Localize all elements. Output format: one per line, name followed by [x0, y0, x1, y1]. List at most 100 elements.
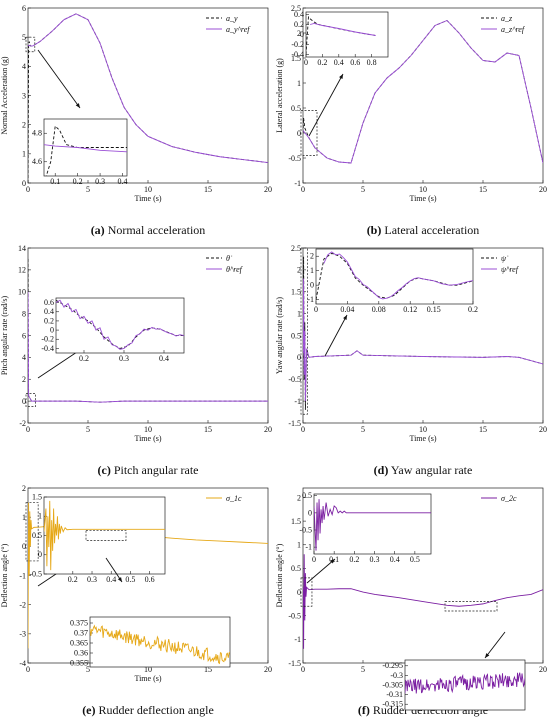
- panel-f-ytick-label-6: 1.5: [291, 517, 301, 526]
- panel-f-ytick-label-3: 0: [297, 588, 301, 597]
- panel-a-xtick-label-2: 10: [144, 185, 152, 194]
- panel-d-inset1-ytick-label-1: 0: [310, 281, 314, 290]
- panel-f-caption-letter: (f): [358, 703, 370, 717]
- panel-c-xlabel: Time (s): [134, 434, 161, 443]
- panel-b-inset1-ytick-label-3: 0.2: [294, 20, 304, 29]
- panel-e-ytick-label-2: -2: [19, 600, 26, 609]
- panel-e-inset2-source-box: [85, 529, 127, 541]
- panel-a-ylabel: Normal Acceleration (g): [0, 56, 9, 135]
- panel-f-ytick-label-0: -1.5: [288, 659, 301, 668]
- panel-f-xtick-label-0: 0: [301, 665, 305, 674]
- panel-c-inset1-ytick-label-1: -0.2: [41, 335, 54, 344]
- panel-b-ytick-label-4: 1: [297, 79, 301, 88]
- panel-f-inset1-ytick-label-1: -0.5: [299, 525, 312, 534]
- panel-b-ytick-label-0: -1: [294, 179, 301, 188]
- panel-f-inset2-ytick-label-3: -0.3: [390, 671, 403, 680]
- panel-d-inset1-series-1: [323, 251, 473, 300]
- panel-d-xtick-label-3: 15: [479, 425, 487, 434]
- panel-b-ytick-label-6: 2: [297, 29, 301, 38]
- panel-a-xtick-label-3: 15: [204, 185, 212, 194]
- panel-c-ytick-label-7: 12: [18, 266, 26, 275]
- panel-d-ylabel: Yaw angular rate (rad/s): [275, 297, 284, 374]
- panel-a-ytick-label-3: 3: [22, 91, 26, 100]
- panel-d-ytick-label-1: -1: [294, 397, 301, 406]
- panel-d-inset1-xtick-label-4: 0.15: [427, 305, 441, 314]
- panel-a-inset1: 0.1 0.2 0.3 0.4 4.6 4.8: [32, 118, 128, 186]
- panel-d-inset1-xtick-label-3: 0.12: [403, 305, 417, 314]
- panel-e-ytick-label-0: -4: [19, 659, 26, 668]
- panel-a-caption-letter: (a): [91, 223, 105, 237]
- panel-b-xlabel: Time (s): [409, 194, 436, 203]
- panel-f-inset2-source-box: [444, 601, 498, 612]
- panel-c-ytick-label-3: 4: [22, 353, 26, 362]
- panel-c-ytick-label-1: 0: [22, 397, 26, 406]
- panel-a-inset1-series-1: [44, 144, 127, 153]
- panel-a-ytick-label-6: 6: [22, 4, 26, 13]
- panel-b: 0 5 10 15 20 -1 -0.5 0 0.5 1 1.5 2 2.5 Time (s) Latera…: [275, 4, 547, 237]
- panel-e-inset1-xtick-label-2: 0.4: [106, 575, 116, 584]
- panel-d-xtick-label-2: 10: [419, 425, 427, 434]
- panel-b-inset1-xtick-label-0: 0: [304, 58, 308, 67]
- panel-f-ytick-label-2: -0.5: [288, 612, 301, 621]
- panel-c-ytick-label-6: 10: [18, 288, 26, 297]
- panel-b-xtick-label-1: 5: [361, 185, 365, 194]
- panel-b-xtick-label-2: 10: [419, 185, 427, 194]
- panel-a-inset1-series-0: [45, 125, 127, 176]
- panel-e-inset1-xtick-label-4: 0.6: [145, 575, 155, 584]
- panel-b-xtick-label-3: 15: [479, 185, 487, 194]
- panel-d-ytick-label-4: 0.5: [291, 331, 301, 340]
- panel-d-xtick-label-1: 5: [361, 425, 365, 434]
- panel-d-xlabel: Time (s): [409, 434, 436, 443]
- panel-d-ytick-label-3: 0: [297, 353, 301, 362]
- panel-d-series-1: [303, 278, 543, 402]
- panel-b-ytick-label-3: 0.5: [291, 104, 301, 113]
- panel-f-inset2-ytick-label-2: -0.305: [382, 680, 403, 689]
- panel-d-ytick-label-2: -0.5: [288, 375, 301, 384]
- panel-e-inset1-ytick-label-2: 0.5: [32, 531, 42, 540]
- panel-e-inset2-series-0: [90, 624, 230, 665]
- panel-d-inset1-arrow-head: [343, 315, 347, 320]
- panel-c-inset1-ytick-label-2: 0: [50, 326, 54, 335]
- panel-e-inset1-series-0: [44, 500, 165, 571]
- panel-a-inset1-arrow-line: [37, 49, 81, 109]
- panel-c-legend-label-0: θ̇: [226, 254, 233, 263]
- panel-e-ytick-label-3: -1: [19, 571, 26, 580]
- panel-c-inset1-series-1: [56, 299, 184, 350]
- panel-a-inset1-xtick-label-1: 0.2: [73, 177, 83, 186]
- panel-a-ytick-label-4: 4: [22, 62, 26, 71]
- panel-a-inset1-source-box: [25, 36, 36, 53]
- panel-b-ytick-label-5: 1.5: [291, 54, 301, 63]
- panel-f-inset1-ytick-label-2: 0: [308, 508, 312, 517]
- panel-a-legend-label-0: a_y: [226, 14, 238, 23]
- panel-c-ytick-label-0: -2: [19, 419, 26, 428]
- panel-f-inset1-ytick-label-0: -1: [305, 543, 312, 552]
- panel-c-inset1-ytick-label-0: -0.4: [41, 344, 54, 353]
- panel-f-inset1-xtick-label-1: 0.1: [329, 555, 339, 564]
- panel-e-xtick-label-4: 20: [264, 665, 272, 674]
- panel-d-caption-letter: (d): [374, 463, 389, 477]
- panel-b-inset1-arrow-head: [339, 74, 343, 79]
- panel-c-inset1-frame: [55, 297, 185, 354]
- panel-d-ytick-label-7: 2: [297, 266, 301, 275]
- panel-c-ytick-label-2: 2: [22, 375, 26, 384]
- panel-d-ytick-label-5: 1: [297, 309, 301, 318]
- panel-c-xtick-label-2: 10: [144, 425, 152, 434]
- panel-c-ytick-label-4: 6: [22, 331, 26, 340]
- panel-d-inset1-xtick-label-5: 0.2: [468, 305, 478, 314]
- panel-b-inset1-ytick-label-1: -0.2: [291, 40, 304, 49]
- panel-e-inset2-arrow-line: [105, 557, 123, 583]
- panel-e-inset1-xtick-label-1: 0.3: [87, 575, 97, 584]
- panel-f-legend-label-0: σ_2c: [501, 494, 517, 503]
- panel-c-inset1-ytick-label-3: 0.2: [44, 316, 54, 325]
- panel-c-xtick-label-1: 5: [86, 425, 90, 434]
- panel-f-inset1-xtick-label-0: 0: [312, 555, 316, 564]
- panel-e-inset2-ytick-label-0: 0.355: [70, 658, 88, 667]
- panel-f-inset2-ytick-label-0: -0.315: [382, 700, 403, 709]
- panel-d-caption-text: Yaw angular rate: [388, 463, 472, 477]
- panel-e-inset2-ytick-label-3: 0.37: [74, 628, 88, 637]
- panel-e-ytick-label-4: 0: [22, 542, 26, 551]
- panel-b-xtick-label-0: 0: [301, 185, 305, 194]
